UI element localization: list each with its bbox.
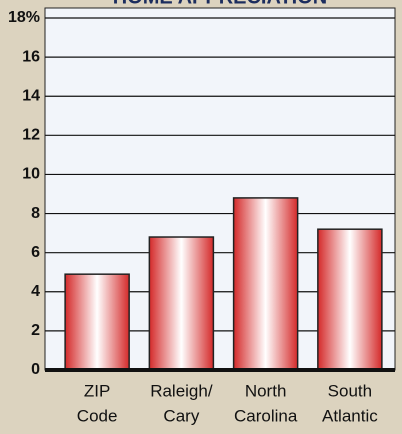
- y-tick-label: 14: [22, 87, 40, 104]
- bar: [232, 197, 299, 371]
- bar: [317, 228, 383, 371]
- y-tick-label: 6: [31, 244, 40, 261]
- y-tick-label: 12: [22, 127, 40, 144]
- chart-title: HOME APPRECIATION: [113, 0, 327, 8]
- y-tick-label: 4: [31, 283, 40, 300]
- y-tick-label: 8: [31, 205, 40, 222]
- x-tick-label: Carolina: [234, 406, 298, 425]
- bar: [64, 273, 130, 371]
- y-tick-label: 0: [31, 361, 40, 378]
- y-tick-label: 16: [22, 48, 40, 65]
- y-tick-label: 10: [22, 166, 40, 183]
- x-tick-label: North: [245, 381, 287, 400]
- x-tick-label: Code: [77, 406, 118, 425]
- x-tick-label: ZIP: [84, 381, 110, 400]
- x-tick-label: Raleigh/: [150, 381, 213, 400]
- bar: [148, 236, 215, 371]
- x-tick-label: South: [328, 381, 372, 400]
- y-tick-label: 2: [31, 322, 40, 339]
- x-tick-label: Atlantic: [322, 406, 378, 425]
- x-tick-label: Cary: [163, 406, 199, 425]
- y-tick-label: 18%: [8, 9, 40, 26]
